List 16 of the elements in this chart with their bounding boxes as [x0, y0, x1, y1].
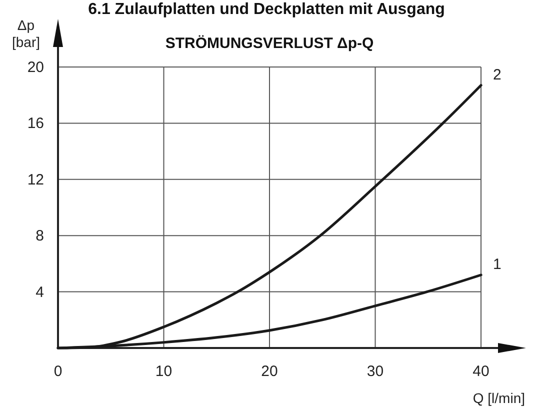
x-tick-label: 20	[261, 363, 278, 380]
y-tick-label: 12	[27, 171, 44, 188]
y-tick-label: 4	[36, 284, 44, 301]
x-axis-title: Q [l/min]	[472, 390, 525, 406]
text: 6.1 Zulaufplatten und Deckplatten mit Ausgang	[88, 1, 445, 18]
y-tick-label: 16	[27, 115, 44, 132]
x-tick-label: 30	[366, 363, 384, 380]
y-tick-label: 20	[27, 59, 44, 76]
series-label: 2	[493, 66, 502, 84]
x-tick-label: 10	[155, 363, 172, 380]
series-label: 1	[493, 256, 502, 273]
x-tick-label: 40	[472, 363, 490, 380]
y-axis-title: Δp [bar]	[12, 17, 40, 50]
chart-title: STRÖMUNGSVERLUST Δp-Q	[165, 35, 374, 52]
x-tick-label: 0	[54, 363, 62, 380]
y-tick-label: 8	[36, 228, 44, 245]
